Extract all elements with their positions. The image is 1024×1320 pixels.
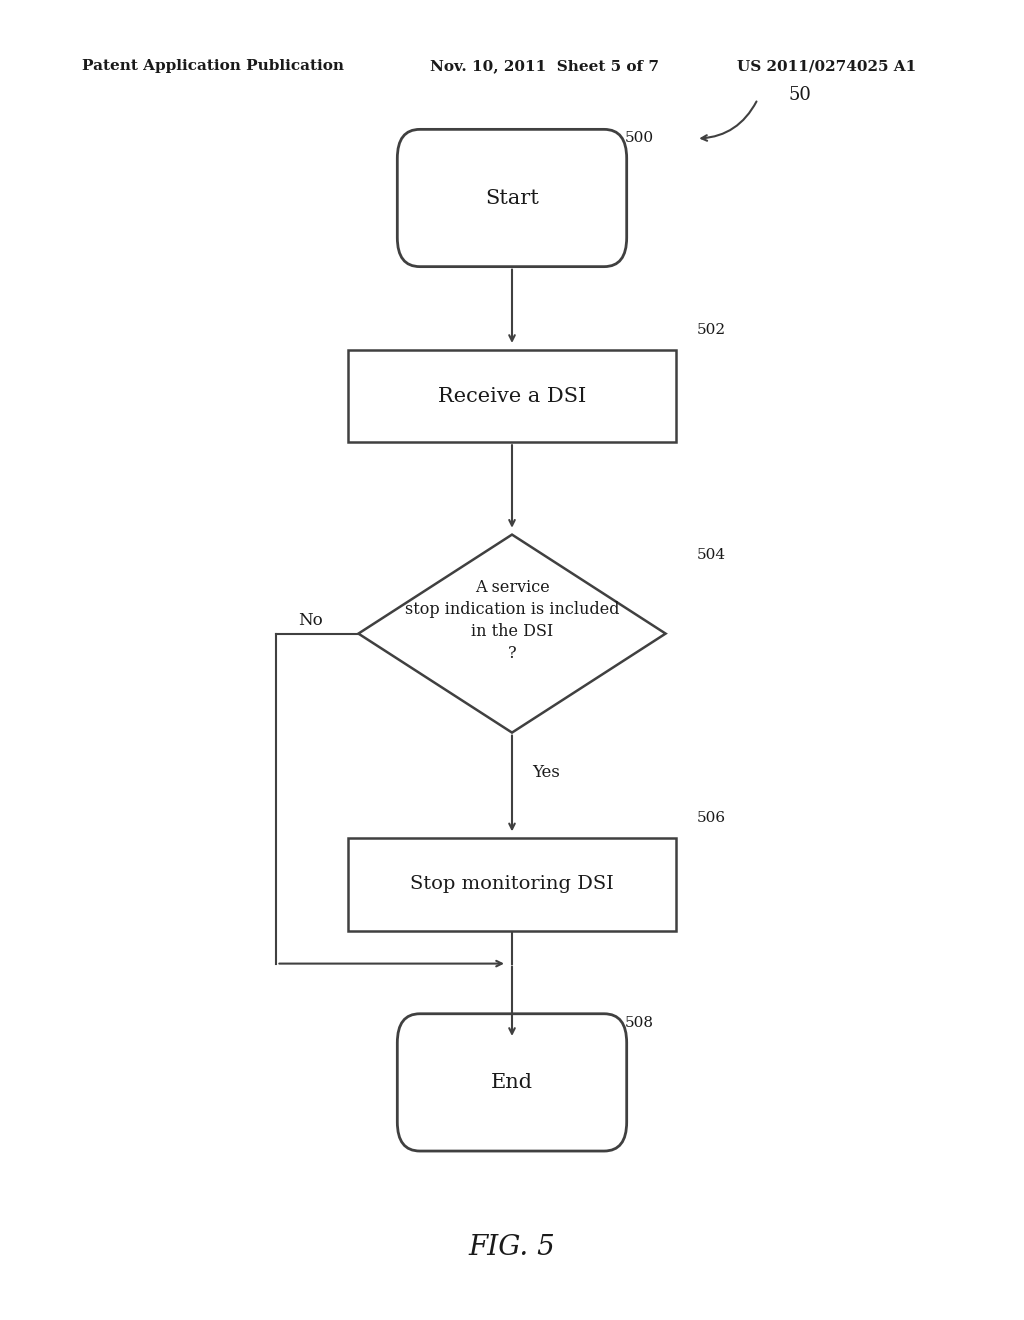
Text: Start: Start [485, 189, 539, 207]
FancyBboxPatch shape [397, 129, 627, 267]
Text: Nov. 10, 2011  Sheet 5 of 7: Nov. 10, 2011 Sheet 5 of 7 [430, 59, 659, 74]
Text: End: End [490, 1073, 534, 1092]
Text: A service
stop indication is included
in the DSI
?: A service stop indication is included in… [404, 578, 620, 663]
Bar [348, 838, 676, 931]
Text: Yes: Yes [532, 764, 560, 780]
Bar [348, 350, 676, 442]
Text: Patent Application Publication: Patent Application Publication [82, 59, 344, 74]
Text: FIG. 5: FIG. 5 [469, 1234, 555, 1261]
Text: Receive a DSI: Receive a DSI [438, 387, 586, 405]
Text: No: No [298, 612, 323, 628]
Text: US 2011/0274025 A1: US 2011/0274025 A1 [737, 59, 916, 74]
Polygon shape [358, 535, 666, 733]
Text: 508: 508 [625, 1015, 653, 1030]
Text: Stop monitoring DSI: Stop monitoring DSI [411, 875, 613, 894]
Text: 504: 504 [696, 548, 725, 562]
Text: 500: 500 [625, 131, 653, 145]
FancyBboxPatch shape [397, 1014, 627, 1151]
Text: 506: 506 [696, 810, 725, 825]
Text: 50: 50 [788, 86, 811, 104]
Text: 502: 502 [696, 322, 725, 337]
